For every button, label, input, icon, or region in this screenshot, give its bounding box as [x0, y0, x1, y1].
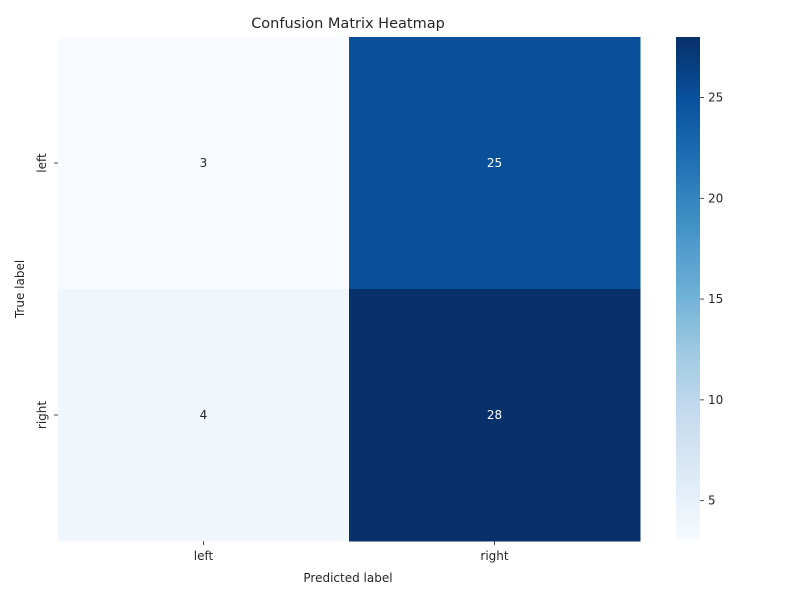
cell-value-label: 4: [200, 408, 208, 422]
heatmap-cells: 3 25 4 28: [58, 37, 641, 542]
heatmap-cell: [349, 289, 641, 542]
heatmap-cell: [349, 37, 641, 290]
chart-title: Confusion Matrix Heatmap: [251, 16, 445, 32]
heatmap-cell: [58, 289, 350, 542]
colorbar-tick-label: 20: [708, 191, 723, 205]
cell-value-label: 28: [487, 408, 502, 422]
axis-ticks: left right left right: [35, 153, 509, 563]
y-tick-label: left: [35, 153, 49, 173]
colorbar-gradient: [676, 37, 700, 541]
colorbar-tick-label: 25: [708, 90, 723, 104]
y-tick-label: right: [35, 401, 49, 429]
heatmap-cell: [58, 37, 350, 290]
y-axis-label: True label: [13, 260, 27, 319]
x-tick-label: left: [194, 549, 214, 563]
colorbar-tick-label: 10: [708, 393, 723, 407]
cell-value-label: 25: [487, 156, 502, 170]
x-tick-label: right: [480, 549, 508, 563]
cell-value-label: 3: [200, 156, 208, 170]
colorbar: 5 10 15 20 25: [676, 37, 723, 541]
x-axis-label: Predicted label: [303, 571, 392, 585]
colorbar-tick-label: 15: [708, 292, 723, 306]
colorbar-tick-label: 5: [708, 494, 716, 508]
